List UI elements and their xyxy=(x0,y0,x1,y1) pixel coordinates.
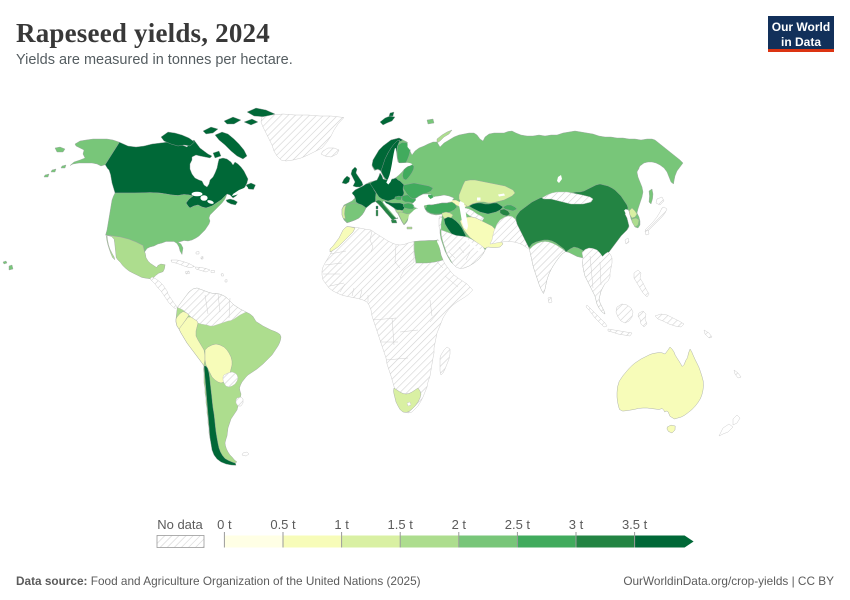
svg-text:0 t: 0 t xyxy=(217,517,232,532)
svg-text:No data: No data xyxy=(157,517,203,532)
svg-text:1.5 t: 1.5 t xyxy=(388,517,414,532)
svg-text:2 t: 2 t xyxy=(452,517,467,532)
svg-text:3 t: 3 t xyxy=(569,517,584,532)
svg-text:0.5 t: 0.5 t xyxy=(270,517,296,532)
svg-text:2.5 t: 2.5 t xyxy=(505,517,531,532)
svg-text:1 t: 1 t xyxy=(334,517,349,532)
svg-text:3.5 t: 3.5 t xyxy=(622,517,648,532)
